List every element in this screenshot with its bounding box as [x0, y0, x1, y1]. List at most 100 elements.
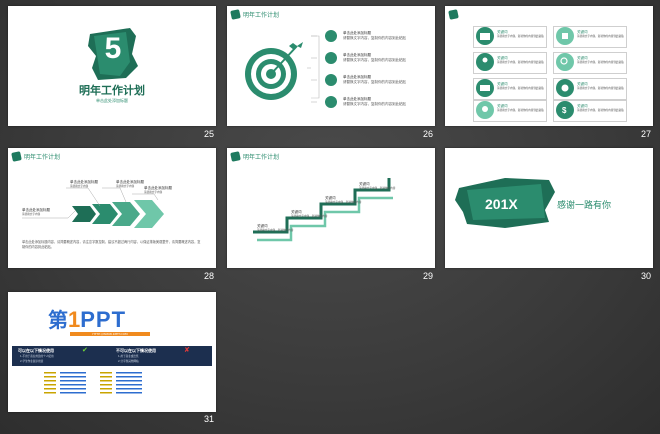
thanks-text: 感谢一路有你 [557, 201, 612, 211]
item-title: 关键词 [257, 224, 268, 228]
list-item: 关键词 请替换文字内容，复制你的内容到此粘贴 [577, 82, 624, 91]
step-label: 单击此处添加标题 请替换文字内容 [22, 208, 50, 217]
item-desc: 请替换文字内容，复制你的内容到此粘贴 [577, 35, 624, 38]
staircase-graphic [253, 178, 393, 242]
item-desc: 请替换文字内容，复制你的内容到此粘贴 [343, 79, 406, 84]
slide-thumbnail-29[interactable]: 明年工作计划 关键词 请替换文字内容，复制你的内容 关键词 请替换文字内容，复制… [227, 148, 435, 268]
slide-title: 明年工作计划 [79, 84, 145, 97]
list-item: 关键词 请替换文字内容，复制你的内容到此粘贴 [497, 82, 544, 91]
slide-number: 29 [422, 271, 433, 281]
item-title: 关键词 [577, 82, 588, 86]
item-title: 单击此处添加标题 [343, 53, 371, 57]
slide-number: 30 [640, 271, 651, 281]
brand-logo: 第 1 PPT [48, 304, 126, 333]
item-title: 关键词 [497, 104, 508, 108]
list-item: 关键词 请替换文字内容，复制你的内容到此粘贴 [497, 30, 544, 39]
item-title: 关键词 [359, 182, 370, 186]
feature-box [553, 26, 627, 48]
brush-stroke-icon [88, 28, 138, 80]
brand-ppt: PPT [80, 307, 127, 332]
brand-url: HTTP://WWW.1PPT.COM [70, 332, 150, 336]
year-text: 201X [485, 196, 518, 212]
brand-one: 1 [68, 307, 81, 332]
feature-box [473, 52, 547, 74]
slide-header: 明年工作计划 [230, 151, 280, 162]
item-title: 关键词 [497, 82, 508, 86]
step-label: 单击此处添加标题 请替换文字内容 [144, 186, 172, 195]
item-title: 单击此处添加标题 [70, 180, 98, 184]
item-desc: 请替换文字内容，复制你的内容到此粘贴 [497, 87, 544, 90]
item-desc: 请替换文字内容，复制你的内容到此粘贴 [577, 61, 624, 64]
slide-header: 明年工作计划 [230, 9, 279, 20]
item-desc: 请替换文字内容 [70, 184, 89, 188]
list-item: 关键词 请替换文字内容，复制你的内容到此粘贴 [577, 104, 624, 113]
step-label: 关键词 请替换文字内容，复制你的内容 [359, 182, 395, 191]
feature-box [553, 52, 627, 74]
step-label: 关键词 请替换文字内容，复制你的内容 [291, 210, 327, 219]
item-desc: 请替换文字内容，复制你的内容到此粘贴 [497, 35, 544, 38]
item-desc: 请替换文字内容，复制你的内容 [291, 214, 328, 218]
step-label: 关键词 请替换文字内容，复制你的内容 [325, 196, 361, 205]
item-title: 单击此处添加标题 [343, 75, 371, 79]
item-desc: 请替换文字内容，复制你的内容到此粘贴 [343, 101, 406, 106]
item-title: 单击此处添加标题 [116, 180, 144, 184]
slide-thumbnail-25[interactable]: 5 明年工作计划 单击此处添加标题 [8, 6, 216, 126]
slide-thumbnail-26[interactable]: 明年工作计划 单击此处添加标题 请替换文字内容，复制你的内容到此粘贴 单击此处添… [227, 6, 435, 126]
item-desc: 请替换文字内容，复制你的内容到此粘贴 [497, 109, 544, 112]
panel-line: 1.不用于商业用途的个人使用 [20, 355, 54, 358]
item-title: 单击此处添加标题 [343, 97, 371, 101]
header-title: 明年工作计划 [243, 154, 280, 161]
cross-icon: ✘ [184, 346, 190, 354]
item-title: 关键词 [497, 30, 508, 34]
slide-thumbnail-30[interactable]: 201X 感谢一路有你 [445, 148, 653, 268]
slide-subtitle: 单击此处添加标题 [96, 98, 128, 103]
item-title: 关键词 [291, 210, 302, 214]
item-desc: 请替换文字内容 [22, 212, 41, 216]
item-desc: 请替换文字内容，复制你的内容到此粘贴 [343, 35, 406, 40]
list-item: 单击此处添加标题 请替换文字内容，复制你的内容到此粘贴 [343, 53, 406, 62]
slide-number: 31 [203, 414, 214, 424]
panel-left-title: 可以在以下情况使用 [18, 348, 54, 353]
slide-number: 25 [203, 129, 214, 139]
link-list-graphic [44, 372, 142, 394]
feature-box [473, 100, 547, 122]
item-title: 关键词 [577, 30, 588, 34]
item-desc: 请替换文字内容 [116, 184, 135, 188]
list-item: 关键词 请替换文字内容，复制你的内容到此粘贴 [577, 30, 624, 39]
slide-thumbnail-31[interactable]: 第 1 PPT HTTP://WWW.1PPT.COM 可以在以下情况使用 ✔ … [8, 292, 216, 412]
slide-number: 27 [640, 129, 651, 139]
feature-box [553, 100, 627, 122]
check-icon: ✔ [82, 346, 88, 354]
big-number: 5 [104, 32, 122, 65]
slide-header: 明年工作计划 [11, 151, 60, 162]
item-desc: 请替换文字内容，复制你的内容到此粘贴 [497, 61, 544, 64]
panel-line: 1.用于商业或出售 [118, 355, 139, 358]
slide-number: 26 [422, 129, 433, 139]
list-item: 单击此处添加标题 请替换文字内容，复制你的内容到此粘贴 [343, 31, 406, 40]
item-title: 单击此处添加标题 [144, 186, 172, 190]
search-icon [556, 53, 574, 71]
item-title: 关键词 [577, 104, 588, 108]
list-item: 单击此处添加标题 请替换文字内容，复制你的内容到此粘贴 [343, 97, 406, 106]
item-desc: 请替换文字内容，复制你的内容 [257, 228, 294, 232]
item-desc: 请替换文字内容，复制你的内容到此粘贴 [343, 57, 406, 62]
svg-text:$: $ [562, 106, 567, 115]
item-desc: 请替换文字内容，复制你的内容 [359, 186, 396, 190]
step-label: 关键词 请替换文字内容，复制你的内容 [257, 224, 293, 233]
feature-icons: $ [476, 27, 574, 119]
slide-thumbnail-27[interactable]: $ 关键词 请替换文字内容，复制你的内容到此粘贴 关键词 请替换文字内容，复制你… [445, 6, 653, 126]
dollar-icon [556, 101, 574, 119]
target-icon [245, 30, 337, 108]
list-item: 关键词 请替换文字内容，复制你的内容到此粘贴 [497, 104, 544, 113]
item-desc: 请替换文字内容，复制你的内容 [325, 200, 362, 204]
feature-box [473, 78, 547, 100]
panel-line: 2.学生作业展示用途 [20, 360, 44, 363]
slide-thumbnail-28[interactable]: 明年工作计划 单击此处添加标题 请替换文字内容 单击此处添加标题 请替换文字内容… [8, 148, 216, 268]
feature-box [553, 78, 627, 100]
item-title: 单击此处添加标题 [22, 208, 50, 212]
item-title: 单击此处添加标题 [343, 31, 371, 35]
step-label: 单击此处添加标题 请替换文字内容 [70, 180, 98, 189]
item-title: 关键词 [497, 56, 508, 60]
panel-line: 2.分享到其他网站 [118, 360, 139, 363]
item-desc: 请替换文字内容 [144, 190, 163, 194]
